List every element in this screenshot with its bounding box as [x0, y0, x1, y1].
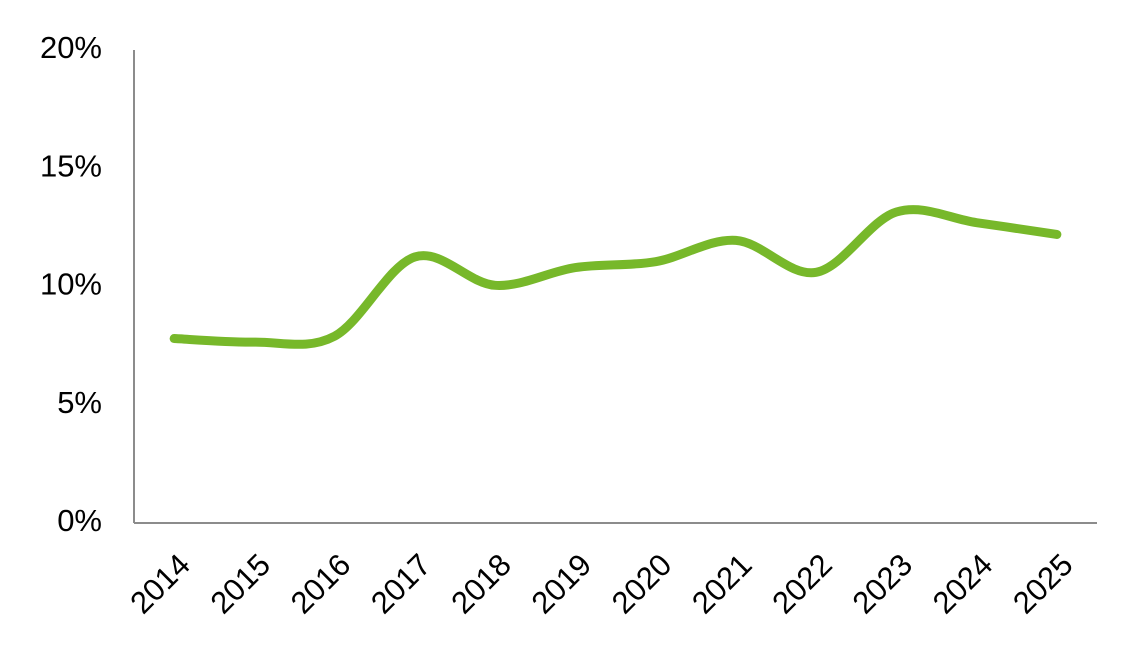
x-tick-label: 2024	[926, 547, 1000, 621]
x-tick-label: 2019	[525, 547, 599, 621]
x-tick-label: 2020	[605, 547, 679, 621]
y-tick-label: 15%	[40, 148, 102, 183]
x-tick-label: 2021	[685, 547, 759, 621]
line	[169, 205, 1062, 349]
x-tick-label: 2025	[1006, 547, 1080, 621]
y-tick-label: 20%	[40, 30, 102, 65]
x-tick-label: 2016	[284, 547, 358, 621]
x-tick-label: 2023	[846, 547, 920, 621]
y-tick-label: 10%	[40, 267, 102, 302]
x-tick-label: 2014	[123, 547, 197, 621]
x-tick-label: 2015	[204, 547, 278, 621]
x-tick-label: 2018	[444, 547, 518, 621]
y-tick-label: 5%	[57, 385, 102, 420]
y-tick-label: 0%	[57, 503, 102, 538]
x-tick-label: 2017	[364, 547, 438, 621]
x-tick-label: 2022	[765, 547, 839, 621]
